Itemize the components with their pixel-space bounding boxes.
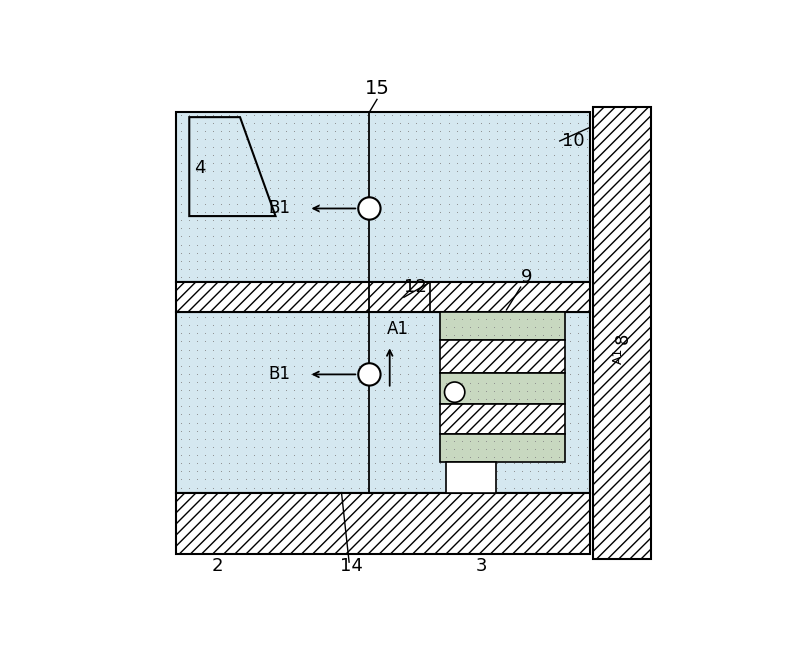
Text: 9: 9 (521, 268, 532, 286)
Text: 4: 4 (194, 159, 206, 177)
Bar (175, 282, 590, 312)
Bar (441, 434, 565, 462)
Circle shape (358, 363, 381, 386)
Text: 14: 14 (340, 558, 363, 575)
Bar (441, 404, 565, 434)
Bar (441, 374, 565, 404)
Bar (446, 462, 496, 493)
Text: A1: A1 (611, 347, 625, 364)
Text: 8: 8 (614, 332, 632, 343)
Text: 3: 3 (475, 558, 486, 575)
Bar (175, 312, 590, 493)
Text: A1: A1 (387, 320, 409, 338)
Bar (175, 112, 590, 282)
Circle shape (358, 197, 381, 219)
Text: B1: B1 (269, 365, 290, 384)
Bar (175, 493, 590, 554)
Bar (441, 341, 565, 374)
Text: 10: 10 (562, 132, 585, 150)
Text: 2: 2 (211, 558, 223, 575)
Text: 12: 12 (404, 278, 426, 297)
Text: 15: 15 (365, 79, 390, 98)
Bar (593, 107, 651, 559)
Bar (441, 312, 565, 341)
Text: B1: B1 (269, 200, 290, 217)
Circle shape (445, 382, 465, 402)
